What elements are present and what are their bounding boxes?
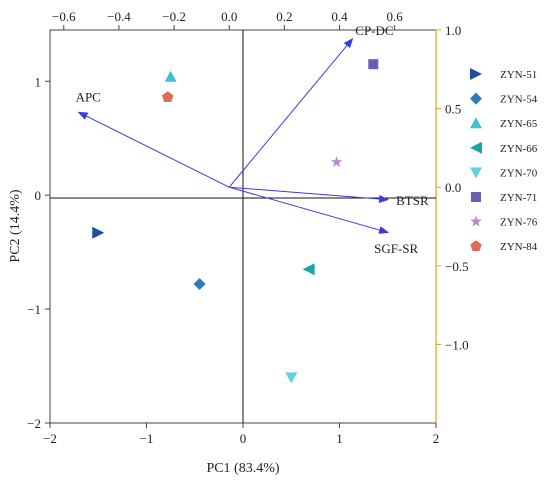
legend-marker-zyn-76 — [470, 215, 482, 227]
x-tick-label: 0 — [240, 431, 247, 446]
loading-label-cp-dc: CP-DC — [355, 23, 393, 38]
legend-label-zyn-66: ZYN-66 — [500, 143, 538, 155]
x-tick-label: 2 — [433, 431, 440, 446]
legend-marker-zyn-71 — [471, 192, 481, 202]
legend-label-zyn-70: ZYN-70 — [500, 167, 538, 179]
points-layer — [92, 59, 379, 384]
legend-label-zyn-54: ZYN-54 — [500, 94, 538, 106]
x-tick-label: 1 — [336, 431, 343, 446]
legend-label-zyn-76: ZYN-76 — [500, 217, 538, 229]
legend-marker-zyn-54 — [470, 92, 482, 105]
right-tick-label: 0.0 — [445, 180, 461, 195]
ticks-layer: −2 −1 0 1 2 −2 −1 0 1 −0.6 −0.4 −0.2 0.0 0.2 0.4 0.6 −1.… — [27, 9, 468, 446]
top-tick-label: −0.2 — [162, 9, 186, 24]
y-tick-label: −1 — [27, 302, 41, 317]
point-zyn-66 — [302, 263, 315, 276]
right-tick-label: 1.0 — [445, 23, 461, 38]
top-tick-label: 0.4 — [331, 9, 348, 24]
loading-arrowhead-sgf-sr — [378, 226, 390, 234]
legend-label-zyn-65: ZYN-65 — [500, 118, 538, 130]
top-tick-label: −0.4 — [107, 9, 131, 24]
loading-arrowhead-apc — [77, 111, 89, 120]
loading-label-sgf-sr: SGF-SR — [374, 241, 418, 256]
loadings-layer: CP-DC APC BTSR SGF-SR — [76, 23, 429, 256]
loading-label-apc: APC — [76, 90, 101, 105]
point-zyn-54 — [193, 278, 206, 291]
loading-label-btsr: BTSR — [396, 193, 429, 208]
point-zyn-65 — [164, 70, 177, 82]
right-tick-label: 0.5 — [445, 102, 461, 117]
y-tick-label: 1 — [35, 74, 42, 89]
legend-label-zyn-51: ZYN-51 — [500, 69, 537, 81]
loading-arrow-btsr — [229, 186, 380, 200]
loading-arrow-apc — [86, 115, 230, 188]
x-tick-label: −2 — [43, 431, 57, 446]
top-tick-label: −0.6 — [52, 9, 76, 24]
top-tick-label: 0.2 — [276, 9, 292, 24]
y-tick-label: 0 — [35, 188, 42, 203]
legend-marker-zyn-84 — [470, 240, 482, 252]
legend-marker-zyn-66 — [470, 141, 482, 154]
right-tick-label: −0.5 — [445, 259, 469, 274]
top-tick-label: 0.6 — [387, 9, 404, 24]
legend-marker-zyn-65 — [470, 117, 482, 129]
legend-label-zyn-71: ZYN-71 — [500, 192, 537, 204]
legend-marker-zyn-70 — [470, 167, 482, 179]
point-zyn-84 — [162, 91, 174, 103]
point-zyn-71 — [368, 59, 379, 70]
x-axis-title: PC1 (83.4%) — [206, 461, 279, 476]
point-zyn-70 — [285, 372, 298, 384]
y-tick-label: −2 — [27, 416, 41, 431]
legend: ZYN-51 ZYN-54 ZYN-65 ZYN-66 ZYN-70 ZYN-71 ZYN-… — [470, 68, 538, 253]
loading-arrow-sgf-sr — [229, 186, 380, 231]
loading-arrowhead-cp-dc — [343, 37, 354, 49]
legend-marker-zyn-51 — [470, 68, 482, 80]
point-zyn-76 — [330, 156, 343, 167]
loading-arrow-cp-dc — [228, 45, 348, 188]
legend-label-zyn-84: ZYN-84 — [500, 241, 538, 253]
point-zyn-51 — [92, 226, 105, 239]
loading-arrowhead-btsr — [378, 195, 390, 203]
y-axis-title: PC2 (14.4%) — [8, 189, 23, 262]
top-tick-label: 0.0 — [221, 9, 237, 24]
x-tick-label: −1 — [140, 431, 154, 446]
right-tick-label: −1.0 — [445, 337, 469, 352]
